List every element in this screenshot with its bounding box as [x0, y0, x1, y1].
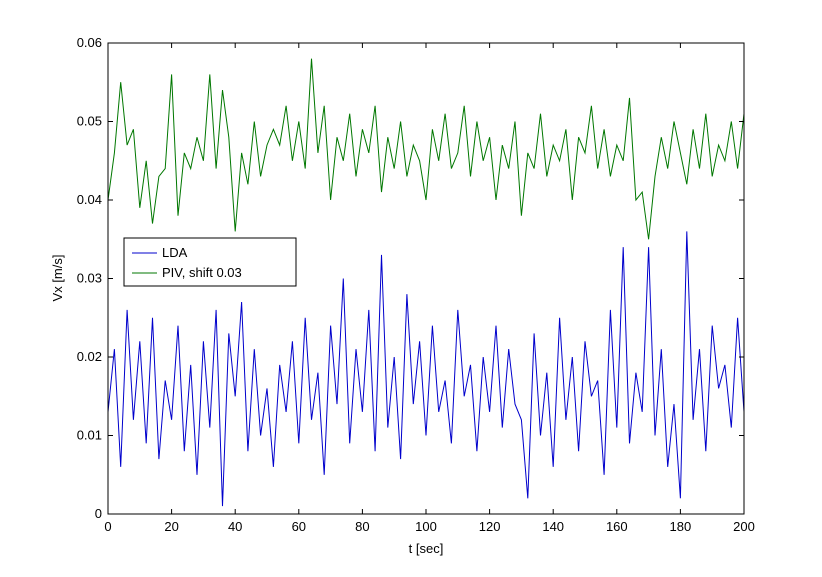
- legend: LDA PIV, shift 0.03: [123, 237, 297, 287]
- y-axis-label: Vx [m/s]: [50, 255, 65, 302]
- x-tick-label: 160: [606, 519, 628, 534]
- x-tick-label: 120: [479, 519, 501, 534]
- x-tick-label: 200: [733, 519, 755, 534]
- y-tick-label: 0.05: [77, 114, 102, 129]
- x-tick-label: 140: [542, 519, 564, 534]
- y-tick-label: 0.02: [77, 349, 102, 364]
- series-layer: [107, 58, 745, 507]
- y-tick-label: 0.04: [77, 192, 102, 207]
- x-tick-label: 20: [164, 519, 178, 534]
- legend-label-lda: LDA: [162, 245, 188, 260]
- y-tick-label: 0: [95, 506, 102, 521]
- y-tick-label: 0.03: [77, 271, 102, 286]
- legend-label-piv: PIV, shift 0.03: [162, 265, 242, 280]
- x-tick-label: 80: [355, 519, 369, 534]
- series-line-piv: [107, 58, 745, 240]
- x-tick-label: 60: [292, 519, 306, 534]
- x-axis-label: t [sec]: [409, 541, 444, 556]
- x-tick-label: 40: [228, 519, 242, 534]
- legend-box: [123, 237, 297, 287]
- y-axis: 0 0.01 0.02 0.03 0.04 0.05 0.06: [77, 35, 744, 521]
- y-tick-label: 0.01: [77, 428, 102, 443]
- series-line-lda: [107, 231, 745, 507]
- x-tick-label: 180: [670, 519, 692, 534]
- y-tick-label: 0.06: [77, 35, 102, 50]
- x-tick-label: 100: [415, 519, 437, 534]
- x-axis: 0 20 40 60 80 100 120 140 160 180 200: [104, 43, 755, 534]
- x-tick-label: 0: [104, 519, 111, 534]
